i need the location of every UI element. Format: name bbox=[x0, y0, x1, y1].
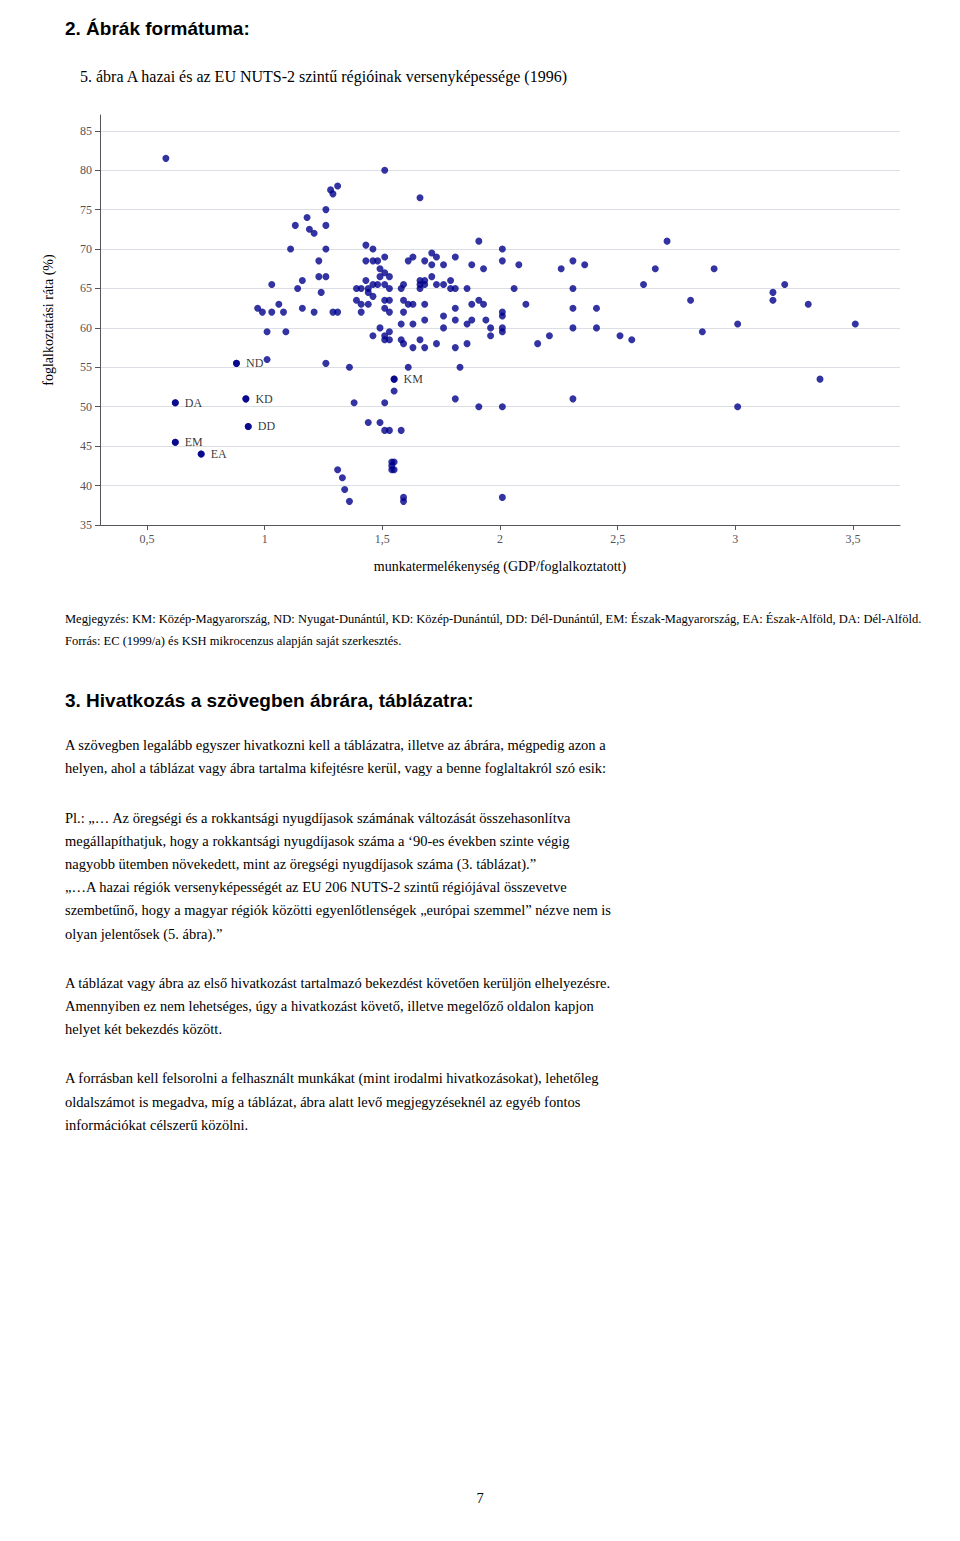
svg-text:55: 55 bbox=[80, 360, 92, 374]
html-text:3. Hivatkozás a szövegben ábrá: 3. Hivatkozás a szövegben ábrára, tábláz… bbox=[65, 690, 474, 712]
svg-text:60: 60 bbox=[80, 321, 92, 335]
html-text:A forrásban kell felsorolni a: A forrásban kell felsorolni a felhasznál… bbox=[65, 1070, 599, 1133]
svg-text:1,5: 1,5 bbox=[375, 532, 390, 546]
svg-text:KM: KM bbox=[404, 372, 424, 386]
svg-text:3: 3 bbox=[732, 532, 738, 546]
html-text:A táblázat vagy ábra az első h: A táblázat vagy ábra az első hivatkozást… bbox=[65, 974, 611, 1038]
svg-text:5. ábra A hazai és az EU NUTS-: 5. ábra A hazai és az EU NUTS-2 szintű r… bbox=[80, 68, 567, 86]
svg-text:1: 1 bbox=[262, 532, 268, 546]
svg-text:45: 45 bbox=[80, 439, 92, 453]
svg-text:40: 40 bbox=[80, 479, 92, 493]
html-text:7: 7 bbox=[476, 1490, 484, 1506]
svg-text:DD: DD bbox=[258, 419, 276, 433]
svg-text:85: 85 bbox=[80, 124, 92, 138]
svg-text:ND: ND bbox=[246, 356, 264, 370]
svg-text:EA: EA bbox=[211, 447, 227, 461]
svg-text:munkatermelékenység (GDP/fogla: munkatermelékenység (GDP/foglalkoztatott… bbox=[374, 559, 627, 575]
html-text:Forrás: EC (1999/a) és KSH mik: Forrás: EC (1999/a) és KSH mikrocenzus a… bbox=[65, 634, 402, 649]
html-text:A szövegben legalább egyszer h: A szövegben legalább egyszer hivatkozni … bbox=[65, 737, 607, 777]
svg-text:DA: DA bbox=[185, 396, 203, 410]
svg-text:2: 2 bbox=[497, 532, 503, 546]
html-text:Megjegyzés: KM: Közép-Magyaror: Megjegyzés: KM: Közép-Magyarország, ND: … bbox=[65, 612, 922, 626]
html-text:2. Ábrák formátuma:: 2. Ábrák formátuma: bbox=[65, 18, 250, 39]
svg-text:KD: KD bbox=[255, 392, 273, 406]
svg-text:50: 50 bbox=[80, 400, 92, 414]
html-text:Pl.: „… Az öregségi és a rokka: Pl.: „… Az öregségi és a rokkantsági nyu… bbox=[65, 809, 611, 942]
svg-text:80: 80 bbox=[80, 163, 92, 177]
svg-text:65: 65 bbox=[80, 281, 92, 295]
svg-text:2,5: 2,5 bbox=[610, 532, 625, 546]
svg-text:3,5: 3,5 bbox=[845, 532, 860, 546]
svg-text:foglalkoztatási ráta (%): foglalkoztatási ráta (%) bbox=[41, 254, 57, 386]
svg-text:EM: EM bbox=[185, 435, 203, 449]
svg-text:70: 70 bbox=[80, 242, 92, 256]
svg-text:75: 75 bbox=[80, 203, 92, 217]
svg-text:35: 35 bbox=[80, 518, 92, 532]
svg-text:0,5: 0,5 bbox=[140, 532, 155, 546]
